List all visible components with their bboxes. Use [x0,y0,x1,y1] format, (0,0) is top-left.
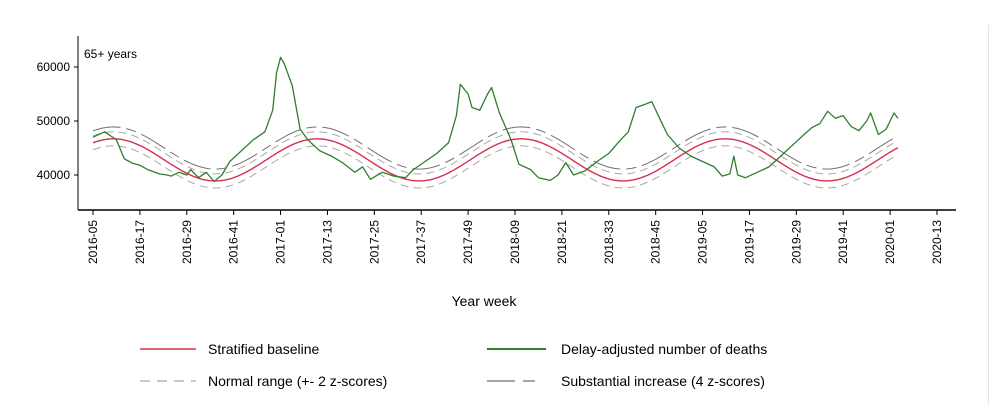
legend: Stratified baseline Delay-adjusted numbe… [140,341,767,389]
x-tick-label: 2016-17 [133,220,147,264]
y-axis-ticks: 40000 50000 60000 [37,60,78,182]
x-tick-label: 2017-13 [320,220,334,264]
y-tick-label: 60000 [37,60,71,74]
x-tick-label: 2017-49 [461,220,475,264]
normal-range-upper-line [92,131,899,175]
x-tick-label: 2016-41 [227,220,241,264]
baseline-line [92,138,899,182]
x-tick-label: 2019-29 [789,220,803,264]
x-tick-label: 2020-01 [883,220,897,264]
legend-label-substantial: Substantial increase (4 z-scores) [561,373,765,389]
x-tick-label: 2018-21 [555,220,569,264]
deaths-line [92,56,899,183]
x-tick-label: 2020-13 [930,220,944,264]
x-tick-label: 2019-05 [696,220,710,264]
legend-label-deaths: Delay-adjusted number of deaths [561,341,767,357]
panel-label: 65+ years [84,47,137,61]
axes [77,36,956,211]
substantial-increase-line [92,126,899,170]
y-tick-label: 50000 [37,114,71,128]
x-tick-label: 2017-25 [367,220,381,264]
y-tick-label: 40000 [37,168,71,182]
panel-edge [988,25,989,405]
x-axis-title: Year week [452,293,518,309]
x-tick-label: 2016-29 [180,220,194,264]
x-tick-label: 2018-09 [508,220,522,264]
x-tick-label: 2016-05 [86,220,100,264]
legend-label-baseline: Stratified baseline [208,341,320,357]
x-tick-label: 2019-41 [836,220,850,264]
x-axis-ticks: 2016-05 2016-17 2016-29 2016-41 2017-01 2017-… [86,210,944,264]
series-lines [92,56,899,189]
legend-label-normal: Normal range (+- 2 z-scores) [208,373,387,389]
x-tick-label: 2018-45 [649,220,663,264]
x-tick-label: 2019-17 [742,220,756,264]
normal-range-lower-line [92,145,899,189]
x-tick-label: 2017-01 [274,220,288,264]
x-tick-label: 2018-33 [602,220,616,264]
x-tick-label: 2017-37 [414,220,428,264]
